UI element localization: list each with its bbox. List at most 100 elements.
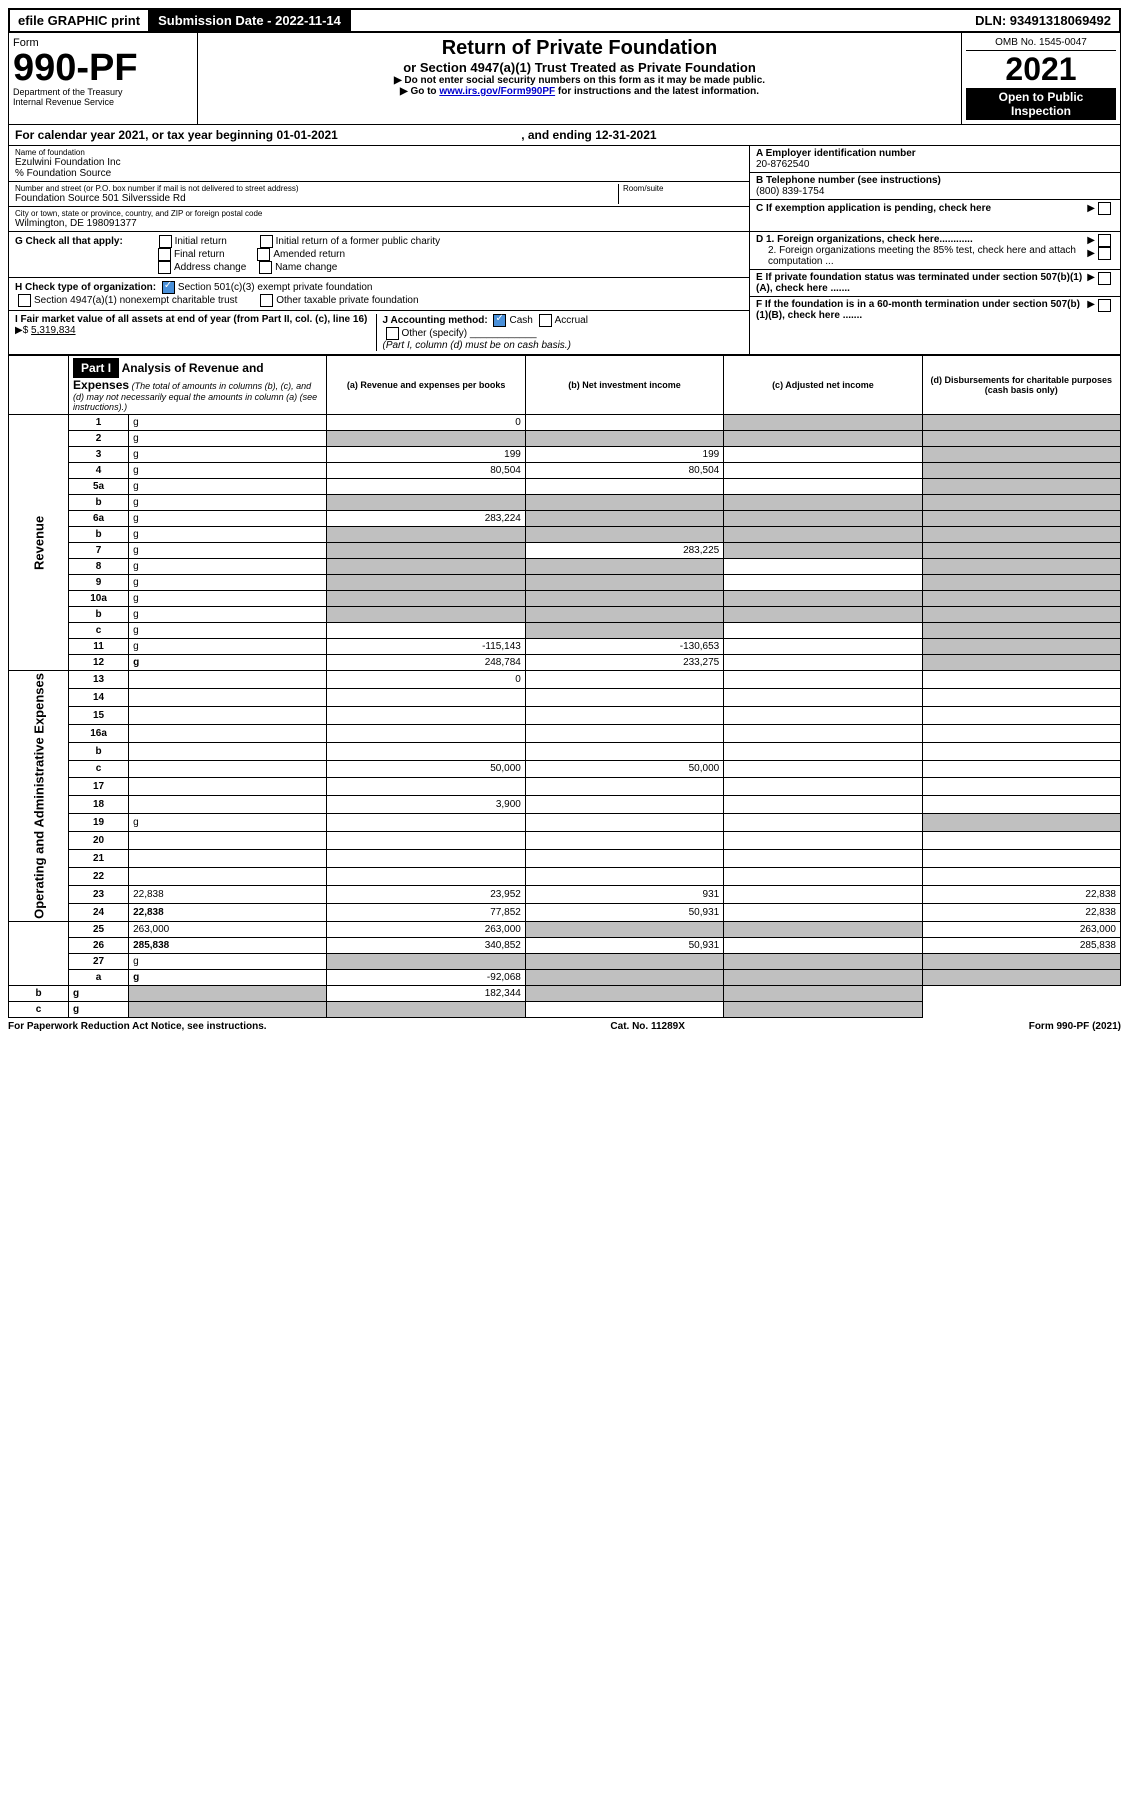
row-num: 26 (69, 937, 129, 953)
irs-label: Internal Revenue Service (13, 97, 193, 107)
col-c-header: (c) Adjusted net income (724, 356, 922, 415)
row-val-d (922, 415, 1120, 431)
side-label-expenses: Operating and Administrative Expenses (9, 671, 69, 922)
row-val-a (327, 479, 525, 495)
row-val-d: 22,838 (922, 885, 1120, 903)
name-label: Name of foundation (15, 148, 743, 157)
row-val-c (724, 671, 922, 689)
row-val-b: 50,931 (525, 937, 723, 953)
row-num: 22 (69, 867, 129, 885)
g-amended-checkbox[interactable] (257, 248, 270, 261)
row-desc: g (129, 607, 327, 623)
instr-1: ▶ Do not enter social security numbers o… (202, 75, 957, 86)
row-desc: 22,838 (129, 885, 327, 903)
row-val-c (724, 953, 922, 969)
row-val-b: 80,504 (525, 463, 723, 479)
cal-pre: For calendar year 2021, or tax year begi… (15, 128, 276, 142)
d2-checkbox[interactable] (1098, 247, 1111, 260)
e-checkbox[interactable] (1098, 272, 1111, 285)
cal-mid: , and ending (521, 128, 595, 142)
foundation-city: Wilmington, DE 198091377 (15, 218, 743, 229)
row-val-d (922, 479, 1120, 495)
row-val-c (724, 447, 922, 463)
row-num: 9 (69, 575, 129, 591)
row-num: b (69, 527, 129, 543)
g-initial-checkbox[interactable] (159, 235, 172, 248)
j-accrual-checkbox[interactable] (539, 314, 552, 327)
row-val-d (922, 867, 1120, 885)
g-opt-5: Name change (275, 262, 337, 273)
f-checkbox[interactable] (1098, 299, 1111, 312)
g-final-checkbox[interactable] (158, 248, 171, 261)
row-val-a: 283,224 (327, 511, 525, 527)
g-name-checkbox[interactable] (259, 261, 272, 274)
instr-2-pre: ▶ Go to (400, 86, 439, 97)
arrow-icon: ▶ (1087, 272, 1095, 294)
row-val-c (724, 479, 922, 495)
row-val-a (327, 527, 525, 543)
arrow-icon: ▶ (15, 325, 23, 336)
c-checkbox[interactable] (1098, 202, 1111, 215)
open-inspection: Open to Public Inspection (966, 88, 1116, 120)
row-num: b (69, 607, 129, 623)
row-val-b (525, 706, 723, 724)
foundation-name: Ezulwini Foundation Inc (15, 157, 743, 168)
g-address-checkbox[interactable] (158, 261, 171, 274)
d2-label: 2. Foreign organizations meeting the 85%… (756, 245, 1087, 267)
row-val-d (922, 543, 1120, 559)
h-other-checkbox[interactable] (260, 294, 273, 307)
row-num: 27 (69, 953, 129, 969)
row-val-d (922, 655, 1120, 671)
row-val-d (922, 778, 1120, 796)
ein-label: A Employer identification number (756, 148, 1114, 159)
form-subtitle: or Section 4947(a)(1) Trust Treated as P… (202, 60, 957, 75)
form-link[interactable]: www.irs.gov/Form990PF (439, 86, 555, 97)
row-val-b: 50,000 (525, 760, 723, 778)
row-num: 23 (69, 885, 129, 903)
row-val-d (922, 623, 1120, 639)
row-num: c (69, 760, 129, 778)
row-val-c (724, 688, 922, 706)
row-num: b (69, 495, 129, 511)
row-num: 25 (69, 921, 129, 937)
form-title: Return of Private Foundation (202, 37, 957, 60)
row-val-b (525, 623, 723, 639)
row-val-b (525, 575, 723, 591)
row-desc (129, 796, 327, 814)
row-val-a (327, 543, 525, 559)
j-cash-checkbox[interactable] (493, 314, 506, 327)
row-num: 2 (69, 431, 129, 447)
row-val-a: 3,900 (327, 796, 525, 814)
instr-2: ▶ Go to www.irs.gov/Form990PF for instru… (202, 86, 957, 97)
row-val-d (922, 796, 1120, 814)
row-val-b: -130,653 (525, 639, 723, 655)
row-val-b: 283,225 (525, 543, 723, 559)
row-num: 11 (69, 639, 129, 655)
row-val-b (525, 479, 723, 495)
row-val-a (129, 985, 327, 1001)
g-former-checkbox[interactable] (260, 235, 273, 248)
row-val-c (724, 903, 922, 921)
row-val-b (525, 850, 723, 868)
row-desc: g (129, 623, 327, 639)
h-501c3-checkbox[interactable] (162, 281, 175, 294)
row-val-c (724, 607, 922, 623)
phone-label: B Telephone number (see instructions) (756, 175, 1114, 186)
row-num: 15 (69, 706, 129, 724)
row-desc: g (129, 543, 327, 559)
row-num: 17 (69, 778, 129, 796)
row-num: 1 (69, 415, 129, 431)
h-4947-checkbox[interactable] (18, 294, 31, 307)
row-desc: 263,000 (129, 921, 327, 937)
j-other-checkbox[interactable] (386, 327, 399, 340)
row-val-b (525, 796, 723, 814)
row-desc: g (129, 814, 327, 832)
row-val-d (922, 431, 1120, 447)
row-val-b (525, 495, 723, 511)
city-label: City or town, state or province, country… (15, 209, 743, 218)
d1-checkbox[interactable] (1098, 234, 1111, 247)
row-val-c (724, 623, 922, 639)
row-val-c (724, 850, 922, 868)
row-desc (129, 724, 327, 742)
row-val-a: -115,143 (327, 639, 525, 655)
